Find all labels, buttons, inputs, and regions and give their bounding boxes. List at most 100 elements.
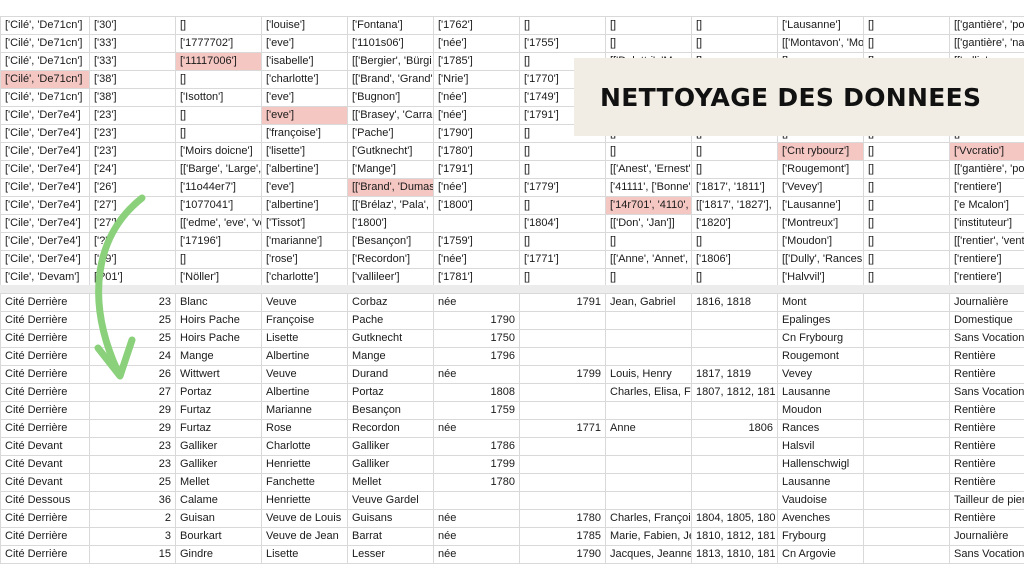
raw-cell[interactable]: ['1800'] [433,196,520,215]
clean-cell[interactable] [691,401,778,420]
raw-cell[interactable]: [] [691,160,778,179]
raw-cell[interactable]: ['Rougemont'] [777,160,864,179]
clean-cell[interactable]: 1786 [433,437,520,456]
clean-cell[interactable]: Veuve Gardel [347,491,434,510]
clean-cell[interactable] [519,437,606,456]
clean-cell[interactable] [863,491,950,510]
clean-cell[interactable] [863,419,950,438]
clean-cell[interactable]: Halsvil [777,437,864,456]
raw-cell[interactable]: [['gantière', 'natt [949,34,1024,53]
clean-cell[interactable]: Rougemont [777,347,864,366]
clean-cell[interactable]: Rose [261,419,348,438]
raw-cell[interactable]: [] [519,268,606,287]
clean-cell[interactable]: Pache [347,311,434,330]
raw-cell[interactable]: [] [863,16,950,35]
clean-cell[interactable]: Lesser [347,545,434,564]
raw-cell[interactable]: ['11o44er7'] [175,178,262,197]
clean-cell[interactable]: née [433,545,520,564]
clean-cell[interactable]: 25 [89,473,176,492]
clean-cell[interactable]: Portaz [175,383,262,402]
raw-cell[interactable]: ['38'] [89,70,176,89]
clean-cell[interactable]: Journalière [949,293,1024,312]
raw-cell[interactable]: [] [175,16,262,35]
clean-cell[interactable] [605,401,692,420]
raw-cell[interactable]: ['Cile', 'Der7e4'] [0,214,90,233]
clean-cell[interactable] [519,401,606,420]
raw-cell[interactable]: ['françoise'] [261,124,348,143]
clean-cell[interactable]: Furtaz [175,419,262,438]
clean-cell[interactable]: Cité Devant [0,455,90,474]
clean-cell[interactable]: Corbaz [347,293,434,312]
raw-cell[interactable]: ['14r701', '4110', [605,196,692,215]
clean-cell[interactable] [863,383,950,402]
raw-cell[interactable]: [['rentier', 'venti [949,232,1024,251]
clean-cell[interactable]: Louis, Henry [605,365,692,384]
raw-cell[interactable]: ['Cile', 'Der7e4'] [0,106,90,125]
clean-cell[interactable]: Besançon [347,401,434,420]
clean-cell[interactable]: 1780 [433,473,520,492]
clean-cell[interactable]: Lisette [261,329,348,348]
raw-cell[interactable]: [] [519,232,606,251]
clean-cell[interactable]: Portaz [347,383,434,402]
raw-cell[interactable]: [] [691,16,778,35]
clean-cell[interactable]: Cité Derrière [0,365,90,384]
raw-cell[interactable]: ['23'] [89,142,176,161]
clean-cell[interactable]: Rentière [949,455,1024,474]
raw-cell[interactable]: ['1777702'] [175,34,262,53]
clean-cell[interactable] [863,545,950,564]
clean-cell[interactable]: Rentière [949,365,1024,384]
clean-cell[interactable]: Hallenschwigl [777,455,864,474]
clean-cell[interactable]: née [433,527,520,546]
clean-cell[interactable]: 1790 [433,311,520,330]
raw-cell[interactable]: ['née'] [433,106,520,125]
raw-cell[interactable]: ['1762'] [433,16,520,35]
raw-cell[interactable]: ['Cile', 'Der7e4'] [0,232,90,251]
clean-cell[interactable]: Vaudoise [777,491,864,510]
clean-cell[interactable]: Albertine [261,347,348,366]
raw-cell[interactable]: ['née'] [433,250,520,269]
clean-cell[interactable]: 23 [89,437,176,456]
raw-cell[interactable]: ['Montreux'] [777,214,864,233]
clean-cell[interactable] [863,509,950,528]
clean-cell[interactable]: Albertine [261,383,348,402]
raw-cell[interactable]: ['vallileer'] [347,268,434,287]
clean-cell[interactable]: Lausanne [777,383,864,402]
clean-cell[interactable]: Charlotte [261,437,348,456]
raw-cell[interactable]: ['albertine'] [261,160,348,179]
clean-cell[interactable]: Cité Devant [0,473,90,492]
clean-cell[interactable] [433,491,520,510]
raw-cell[interactable]: ['Moudon'] [777,232,864,251]
clean-cell[interactable]: Cité Derrière [0,311,90,330]
clean-cell[interactable] [519,329,606,348]
raw-cell[interactable]: [] [863,160,950,179]
raw-cell[interactable]: [] [605,16,692,35]
clean-cell[interactable] [519,491,606,510]
raw-cell[interactable]: ['1791'] [433,160,520,179]
clean-cell[interactable]: Cité Derrière [0,419,90,438]
raw-cell[interactable]: ['1806'] [691,250,778,269]
raw-cell[interactable]: ['23'] [89,124,176,143]
raw-cell[interactable]: ['eve'] [261,88,348,107]
clean-cell[interactable]: Veuve [261,365,348,384]
raw-cell[interactable]: [['Brélaz', 'Pala', [347,196,434,215]
raw-cell[interactable]: ['marianne'] [261,232,348,251]
clean-cell[interactable]: 3 [89,527,176,546]
raw-cell[interactable]: ['albertine'] [261,196,348,215]
clean-cell[interactable]: Cn Frybourg [777,329,864,348]
raw-cell[interactable]: [] [175,124,262,143]
raw-cell[interactable]: [['Dully', 'Rances [777,250,864,269]
raw-cell[interactable]: ['lisette'] [261,142,348,161]
clean-cell[interactable]: Hoirs Pache [175,329,262,348]
raw-cell[interactable]: [] [175,106,262,125]
clean-cell[interactable]: Gindre [175,545,262,564]
clean-cell[interactable]: née [433,365,520,384]
raw-cell[interactable]: ['eve'] [261,106,348,125]
raw-cell[interactable]: [['Montavon', 'Mo [777,34,864,53]
clean-cell[interactable]: Jacques, Jeanne [605,545,692,564]
raw-cell[interactable]: [] [691,142,778,161]
raw-cell[interactable]: ['1101s06'] [347,34,434,53]
raw-cell[interactable]: [] [863,232,950,251]
raw-cell[interactable]: [['edme', 'eve', 've [175,214,262,233]
clean-cell[interactable]: 1804, 1805, 180 [691,509,778,528]
raw-cell[interactable]: ['Cile', 'Der7e4'] [0,160,90,179]
